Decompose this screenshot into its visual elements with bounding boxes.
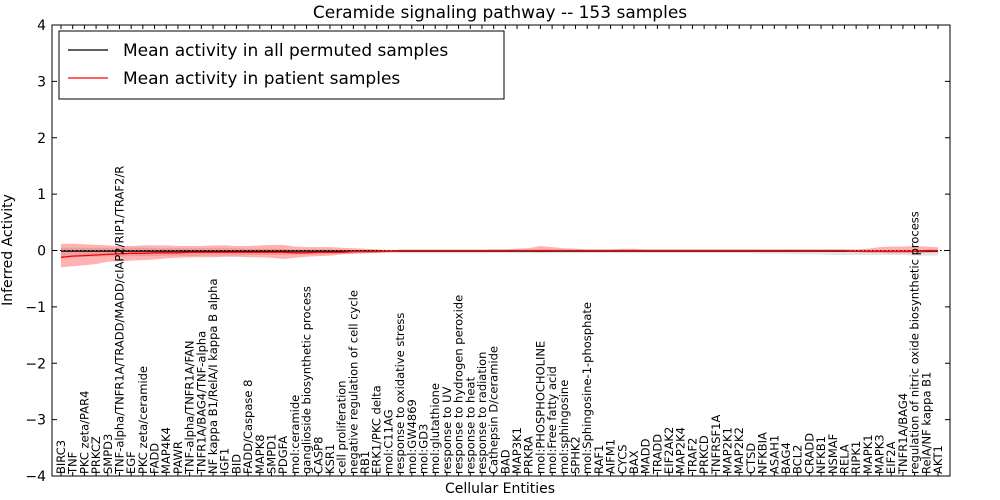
x-tick-label: RAF1 — [592, 445, 606, 474]
y-tick-label: 4 — [37, 18, 46, 34]
x-tick-label: BAG4 — [779, 442, 793, 474]
x-tick-label: SMPD3 — [101, 434, 115, 474]
x-tick-label: MAPK3 — [873, 434, 887, 474]
x-tick-label: mol:Free fatty acid — [545, 366, 559, 474]
y-tick-label: −3 — [25, 413, 46, 429]
x-tick-label: TNFR1A/BAG4/TNF-alpha — [194, 331, 208, 475]
x-tick-label: PDGFA — [276, 436, 290, 474]
x-tick-label: mol:sphingosine — [557, 380, 571, 474]
x-tick-label: MAP2K1 — [721, 427, 735, 474]
y-tick-label: −2 — [25, 356, 46, 372]
x-tick-label: PRKRA — [522, 436, 536, 474]
x-tick-label: Cathepsin D/ceramide — [487, 346, 501, 474]
x-tick-label: ganglioside biosynthetic process — [300, 286, 314, 474]
legend: Mean activity in all permuted samples Me… — [58, 30, 505, 100]
x-tick-label: BAD — [498, 449, 512, 474]
x-tick-label: cell proliferation — [335, 380, 349, 474]
x-tick-label: mol:Sphingosine-1-phosphate — [580, 302, 594, 474]
y-tick-label: 2 — [37, 131, 46, 147]
x-tick-label: TNF-alpha/TNFR1A/TRADD/MADD/cIAP2/RIP1/T… — [113, 166, 127, 475]
y-axis-label: Inferred Activity — [0, 194, 16, 306]
y-tick-label: 0 — [37, 244, 46, 260]
confidence-bands — [61, 243, 938, 268]
x-tick-label: PRKCD — [697, 435, 711, 474]
x-tick-label: AKT1 — [931, 445, 945, 474]
x-tick-label: MAP3K1 — [510, 427, 524, 474]
x-tick-label: response to radiation — [475, 352, 489, 474]
x-tick-label: response to heat — [463, 377, 477, 474]
x-tick-label: IGF1 — [218, 448, 232, 474]
x-tick-label: BIRC3 — [54, 440, 68, 474]
chart-title: Ceramide signaling pathway -- 153 sample… — [313, 3, 687, 23]
x-tick-label: TNF — [66, 452, 80, 475]
x-tick-label: ASAH1 — [767, 435, 781, 474]
x-tick-label: MAP2K2 — [732, 427, 746, 474]
x-tick-label: KSR1 — [323, 444, 337, 474]
x-tick-label: EIF2A — [884, 441, 898, 474]
x-tick-label: NSMAF — [826, 434, 840, 474]
x-axis-label: Cellular Entities — [445, 481, 555, 497]
x-tick-label: mol:GD3 — [417, 424, 431, 474]
x-tick-label: TNF-alpha/TNFR1A/FAN — [183, 341, 197, 475]
x-tick-label: TRADD — [650, 434, 664, 475]
y-axis-ticks: −4 −3 −2 −1 0 1 2 3 4 — [25, 18, 950, 485]
x-tick-label: EGF — [124, 451, 138, 474]
x-tick-label: NFKB1 — [814, 436, 828, 474]
x-tick-label: SPHK2 — [569, 436, 583, 474]
x-tick-label: response to oxidative stress — [393, 313, 407, 474]
x-tick-label: RELA — [838, 444, 852, 474]
x-tick-label: ERK1/PKC delta — [370, 385, 384, 474]
x-tick-label: PKC zeta/ceramide — [136, 366, 150, 474]
y-tick-label: −1 — [25, 300, 46, 316]
x-tick-label: PKC zeta/PAR4 — [77, 391, 91, 474]
x-tick-label: MAPK8 — [253, 434, 267, 474]
x-tick-label: RB1 — [358, 451, 372, 474]
x-tick-label: SMPD1 — [265, 434, 279, 474]
x-tick-label: negative regulation of cell cycle — [346, 290, 360, 474]
y-tick-label: 3 — [37, 74, 46, 90]
x-tick-label: CTSD — [744, 443, 758, 474]
y-tick-label: −4 — [25, 469, 46, 485]
x-tick-label: MADD — [639, 438, 653, 474]
x-tick-label: PRKCZ — [89, 436, 103, 474]
x-tick-label: mol:ceramide — [288, 395, 302, 474]
x-tick-label: PAWR — [171, 441, 185, 474]
x-tick-label: FADD/Caspase 8 — [241, 380, 255, 474]
x-tick-label: mol:glutathione — [428, 383, 442, 474]
legend-frame — [58, 30, 505, 100]
series-lines — [52, 249, 950, 258]
x-tick-label: NF kappa B1/RelA/I kappa B alpha — [206, 278, 220, 474]
x-tick-label: TNFR1A/BAG4 — [896, 393, 910, 475]
x-tick-label: response to hydrogen peroxide — [452, 295, 466, 474]
x-tick-label: FADD — [148, 443, 162, 474]
legend-label-patient: Mean activity in patient samples — [123, 69, 400, 89]
x-tick-label: mol:C11AG — [381, 409, 395, 474]
x-tick-label: EIF2AK2 — [662, 427, 676, 474]
x-tick-label: CRADD — [802, 433, 816, 474]
x-tick-label: BCL2 — [791, 445, 805, 474]
x-tick-label: NFKBIA — [756, 432, 770, 474]
x-tick-label: RIPK1 — [849, 441, 863, 474]
x-tick-label: MAP4K4 — [159, 427, 173, 474]
x-tick-label: regulation of nitric oxide biosynthetic … — [908, 211, 922, 474]
x-tick-label: MAPK1 — [861, 434, 875, 474]
x-tick-label: mol:GW4869 — [405, 399, 419, 474]
band-patient — [61, 243, 938, 268]
x-tick-label: TNFRSF1A — [709, 415, 723, 475]
x-tick-label: mol:PHOSPHOCHOLINE — [533, 341, 547, 474]
y-tick-label: 1 — [37, 187, 46, 203]
x-tick-label: BAX — [627, 450, 641, 474]
x-tick-label: CASP8 — [311, 437, 325, 474]
x-tick-label: response to UV — [440, 387, 454, 475]
x-tick-label: BID — [229, 454, 243, 474]
line-patient — [60, 249, 938, 258]
x-tick-label: AIFM1 — [604, 439, 618, 474]
x-tick-label: MAP2K4 — [674, 427, 688, 474]
x-tick-label: TRAF2 — [685, 438, 699, 475]
legend-label-permuted: Mean activity in all permuted samples — [123, 41, 448, 61]
x-tick-label: CYCS — [615, 444, 629, 474]
x-tick-label: RelA/NF kappa B1 — [919, 372, 933, 474]
